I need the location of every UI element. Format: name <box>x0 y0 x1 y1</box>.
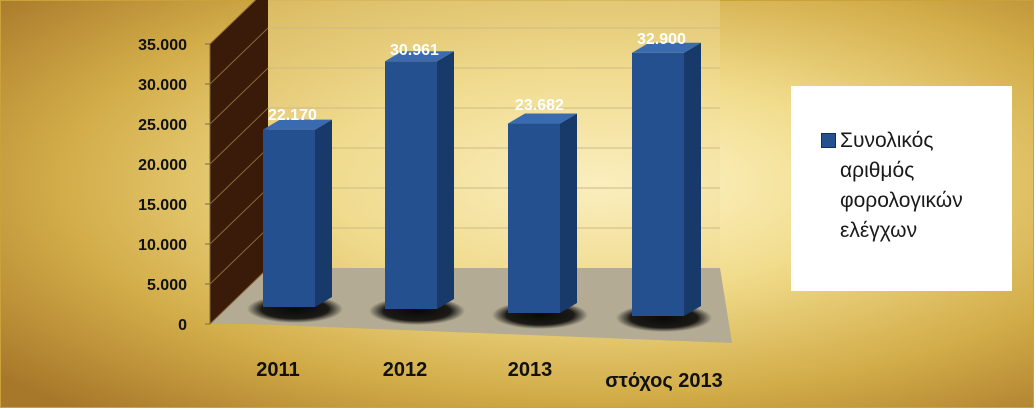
bar <box>385 61 437 310</box>
gridline-wall <box>209 0 257 45</box>
y-tick-label: 25.000 <box>138 117 187 134</box>
x-tick-label: 2013 <box>508 359 553 381</box>
gridline-wall <box>209 227 269 285</box>
bar-side <box>560 113 577 313</box>
floor <box>210 268 732 343</box>
y-tick-label: 20.000 <box>138 157 187 174</box>
y-tick-label: 5.000 <box>147 277 187 294</box>
bar <box>632 52 684 317</box>
gridline-wall <box>209 27 269 85</box>
x-tick-label: 2011 <box>256 359 299 381</box>
bar <box>263 129 315 307</box>
bar-top <box>632 42 701 53</box>
bar-top <box>263 119 332 130</box>
bar-top <box>508 113 577 124</box>
data-label: 32.900 <box>637 31 686 48</box>
gridline-wall <box>209 67 269 125</box>
gridline-wall <box>209 107 269 165</box>
legend: Συνολικός αριθμός φορολογικών ελέγχων <box>791 86 1012 291</box>
left-wall <box>210 0 268 324</box>
y-tick-label: 35.000 <box>138 37 187 54</box>
data-label: 23.682 <box>515 97 564 114</box>
data-label: 30.961 <box>390 42 439 59</box>
y-tick-label: 30.000 <box>138 77 187 94</box>
bar-side <box>684 42 701 317</box>
y-tick-label: 0 <box>178 317 187 334</box>
y-tick-label: 15.000 <box>138 197 187 214</box>
gridline-wall <box>209 267 269 325</box>
x-tick-label: 2012 <box>383 359 428 381</box>
legend-label: Συνολικός αριθμός φορολογικών ελέγχων <box>840 129 963 242</box>
gridline-wall <box>209 147 269 205</box>
bar <box>508 123 560 313</box>
bar-side <box>437 51 454 309</box>
x-tick-label: στόχος 2013 <box>605 370 723 392</box>
bar-top <box>385 51 454 62</box>
legend-swatch <box>821 133 836 148</box>
data-label: 22.170 <box>268 107 317 124</box>
y-tick-label: 10.000 <box>138 237 187 254</box>
gridline-wall <box>209 187 269 245</box>
back-wall <box>268 0 720 268</box>
bar-side <box>315 119 332 307</box>
